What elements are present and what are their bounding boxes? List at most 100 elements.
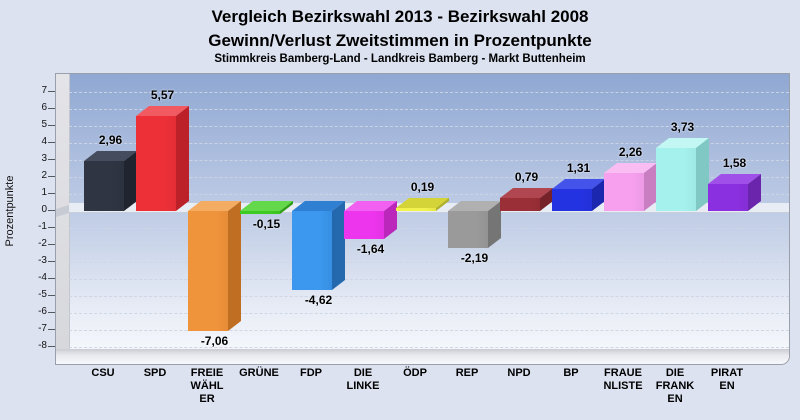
value-label-csu: 2,96 [98, 133, 123, 147]
value-label-oedp: 0,19 [410, 180, 435, 194]
chart-subtitle: Stimmkreis Bamberg-Land - Landkreis Bamb… [214, 53, 586, 65]
bar-side-face-fdp [332, 201, 345, 290]
y-tick-label--3: -3 [38, 255, 47, 266]
x-axis-label-piraten: PIRAT EN [710, 367, 744, 392]
bar-top-face-frauenliste [604, 163, 657, 173]
gridline-2 [69, 177, 789, 178]
x-axis-label-frauenliste: FRAUE NLISTE [603, 367, 643, 392]
bar-front-face-piraten [708, 184, 748, 211]
y-tick-mark [48, 142, 55, 143]
bar-front-face-oedp [396, 208, 436, 211]
gridline-1 [69, 194, 789, 195]
bar-side-face-spd [176, 106, 189, 211]
y-tick-mark [48, 125, 55, 126]
bar-fdp: -4,62 [292, 74, 345, 364]
y-tick-mark [48, 329, 55, 330]
gridline-4 [69, 143, 789, 144]
bar-top-face-piraten [708, 174, 761, 184]
bar-frauenliste: 2,26 [604, 74, 657, 364]
plot-area: 2,96 5,57 -7,06 -0,15 -4,62 -1,64 0,19 -2,19 0,7… [55, 73, 790, 365]
bar-csu: 2,96 [84, 74, 137, 364]
bar-freie-waehler: -7,06 [188, 74, 241, 364]
bar-top-face-die-linke [344, 201, 397, 211]
bar-front-face-bp [552, 189, 592, 211]
gridline--8 [69, 347, 789, 348]
value-label-frauenliste: 2,26 [618, 145, 643, 159]
x-axis-label-npd: NPD [507, 367, 531, 379]
y-tick-label--2: -2 [38, 238, 47, 249]
gridline--5 [69, 296, 789, 297]
value-label-bp: 1,31 [566, 161, 591, 175]
y-tick-mark [48, 193, 55, 194]
bar-side-face-die-linke [384, 201, 397, 239]
x-axis-label-fdp: FDP [300, 367, 322, 379]
bar-bp: 1,31 [552, 74, 605, 364]
bar-front-face-die-linke [344, 211, 384, 239]
x-axis-label-rep: REP [455, 367, 479, 379]
bar-rep: -2,19 [448, 74, 501, 364]
y-tick-mark [48, 108, 55, 109]
gridline--4 [69, 279, 789, 280]
bar-side-face-rep [488, 201, 501, 248]
bar-side-face-freie-waehler [228, 201, 241, 331]
y-tick-mark [48, 176, 55, 177]
gridline--1 [69, 228, 789, 229]
y-tick-label-5: 5 [41, 119, 47, 130]
y-tick-label--7: -7 [38, 323, 47, 334]
x-axis-label-spd: SPD [143, 367, 167, 379]
bar-die-linke: -1,64 [344, 74, 397, 364]
x-axis-label-csu: CSU [91, 367, 115, 379]
y-tick-label-7: 7 [41, 85, 47, 96]
y-tick-mark [48, 227, 55, 228]
x-axis-label-oedp: ÖDP [403, 367, 427, 379]
value-label-fdp: -4,62 [304, 293, 333, 307]
gridline-7 [69, 92, 789, 93]
gridline--2 [69, 245, 789, 246]
y-tick-label-0: 0 [41, 204, 47, 215]
value-label-piraten: 1,58 [722, 156, 747, 170]
y-tick-label--6: -6 [38, 306, 47, 317]
y-tick-label-1: 1 [41, 187, 47, 198]
y-tick-label-2: 2 [41, 170, 47, 181]
bar-top-face-bp [552, 179, 605, 189]
y-tick-label-4: 4 [41, 136, 47, 147]
bar-side-face-csu [124, 151, 137, 211]
bar-top-face-gruene [240, 201, 293, 211]
y-tick-mark [48, 244, 55, 245]
x-axis-label-freie-waehler: FREIE WÄHL ER [190, 367, 224, 405]
y-tick-label--1: -1 [38, 221, 47, 232]
value-label-die-linke: -1,64 [356, 242, 385, 256]
bar-top-face-npd [500, 188, 553, 198]
bar-side-face-die-franken [696, 138, 709, 211]
bar-top-face-rep [448, 201, 501, 211]
bar-front-face-frauenliste [604, 173, 644, 211]
y-tick-label-3: 3 [41, 153, 47, 164]
y-tick-mark [48, 312, 55, 313]
x-axis-label-bp: BP [563, 367, 579, 379]
x-axis-label-die-linke: DIE LINKE [346, 367, 380, 392]
gridline-5 [69, 126, 789, 127]
y-tick-mark [48, 278, 55, 279]
bar-front-face-npd [500, 198, 540, 211]
y-tick-label--4: -4 [38, 272, 47, 283]
y-axis-title: Prozentpunkte [4, 175, 16, 247]
bar-piraten: 1,58 [708, 74, 761, 364]
x-axis-label-gruene: GRÜNE [239, 367, 279, 379]
bar-side-face-bp [592, 179, 605, 211]
bar-spd: 5,57 [136, 74, 189, 364]
bar-top-face-spd [136, 106, 189, 116]
y-tick-mark [48, 159, 55, 160]
x-axis-label-die-franken: DIE FRANK EN [655, 367, 695, 405]
value-label-rep: -2,19 [460, 251, 489, 265]
bar-front-face-die-franken [656, 148, 696, 211]
y-tick-label--8: -8 [38, 340, 47, 351]
gridline--7 [69, 330, 789, 331]
bar-side-face-piraten [748, 174, 761, 211]
bar-side-face-frauenliste [644, 163, 657, 211]
bar-top-face-csu [84, 151, 137, 161]
bar-front-face-fdp [292, 211, 332, 290]
y-tick-mark [48, 261, 55, 262]
bar-front-face-gruene [240, 211, 280, 214]
chart-title-line1: Vergleich Bezirkswahl 2013 - Bezirkswahl… [211, 7, 589, 26]
y-tick-label-6: 6 [41, 102, 47, 113]
